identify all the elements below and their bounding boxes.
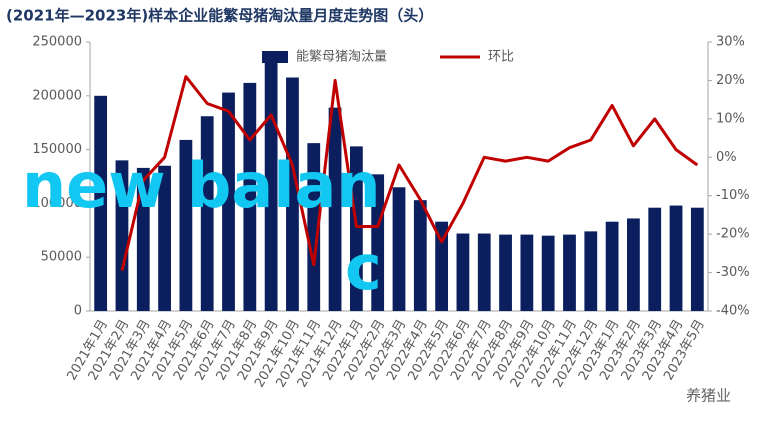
y2-tick-label: -40%	[716, 304, 750, 319]
y2-tick-label: 20%	[716, 73, 745, 88]
bar	[243, 82, 257, 311]
bar	[94, 95, 108, 311]
bar	[605, 221, 619, 311]
bar	[477, 233, 491, 311]
y2-tick-label: -10%	[716, 188, 750, 203]
bar	[286, 77, 299, 312]
y2-tick-label: 10%	[716, 111, 745, 126]
legend-swatch	[262, 51, 288, 63]
bar	[136, 167, 150, 311]
chart-title: (2021年—2023年)样本企业能繁母猪淘汰量月度走势图（头）	[6, 7, 433, 25]
legend-label: 环比	[488, 50, 514, 65]
bar	[456, 233, 470, 311]
bar	[115, 160, 129, 311]
bar	[690, 207, 704, 311]
bar	[349, 146, 363, 311]
bar	[520, 234, 534, 311]
bar	[669, 205, 683, 311]
y2-tick-label: -20%	[716, 227, 750, 242]
bar	[328, 107, 342, 311]
bar	[541, 235, 555, 311]
y-tick-label: 100000	[32, 196, 82, 211]
y-tick-label: 250000	[32, 35, 82, 50]
y-tick-label: 0	[74, 304, 82, 319]
legend-label: 能繁母猪淘汰量	[296, 49, 387, 65]
bar	[179, 139, 193, 311]
overlay-text: c	[345, 231, 382, 304]
bar	[158, 165, 171, 311]
bar	[563, 234, 576, 311]
line	[120, 75, 699, 271]
bar	[584, 231, 598, 311]
bar	[307, 143, 321, 311]
y2-tick-label: 0%	[716, 150, 737, 165]
bar	[627, 218, 640, 311]
y2-tick-label: -30%	[716, 265, 750, 280]
watermark: 养猪业	[686, 387, 731, 405]
y2-tick-label: 30%	[716, 35, 745, 50]
bar	[392, 187, 406, 311]
overlay-text: new balan	[22, 149, 381, 222]
y-tick-label: 150000	[32, 142, 82, 157]
bar	[499, 234, 512, 311]
bar	[222, 92, 235, 312]
bar	[371, 174, 385, 311]
y-tick-label: 200000	[32, 88, 82, 103]
bar	[200, 116, 214, 311]
bar	[648, 207, 662, 311]
bar	[435, 221, 449, 311]
bar	[413, 200, 427, 311]
y-tick-label: 50000	[41, 250, 82, 265]
